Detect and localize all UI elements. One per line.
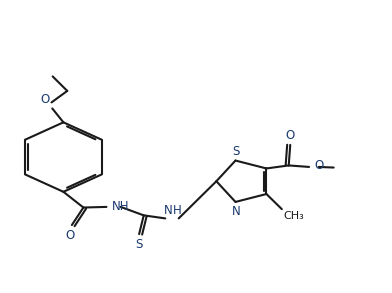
Text: NH: NH <box>112 200 130 212</box>
Text: S: S <box>135 238 143 251</box>
Text: H: H <box>172 204 181 217</box>
Text: N: N <box>232 205 241 218</box>
Text: O: O <box>286 129 295 142</box>
Text: O: O <box>65 229 74 242</box>
Text: CH₃: CH₃ <box>284 211 305 221</box>
Text: O: O <box>314 159 324 172</box>
Text: O: O <box>41 93 50 106</box>
Text: N: N <box>164 204 172 217</box>
Text: S: S <box>232 144 240 158</box>
